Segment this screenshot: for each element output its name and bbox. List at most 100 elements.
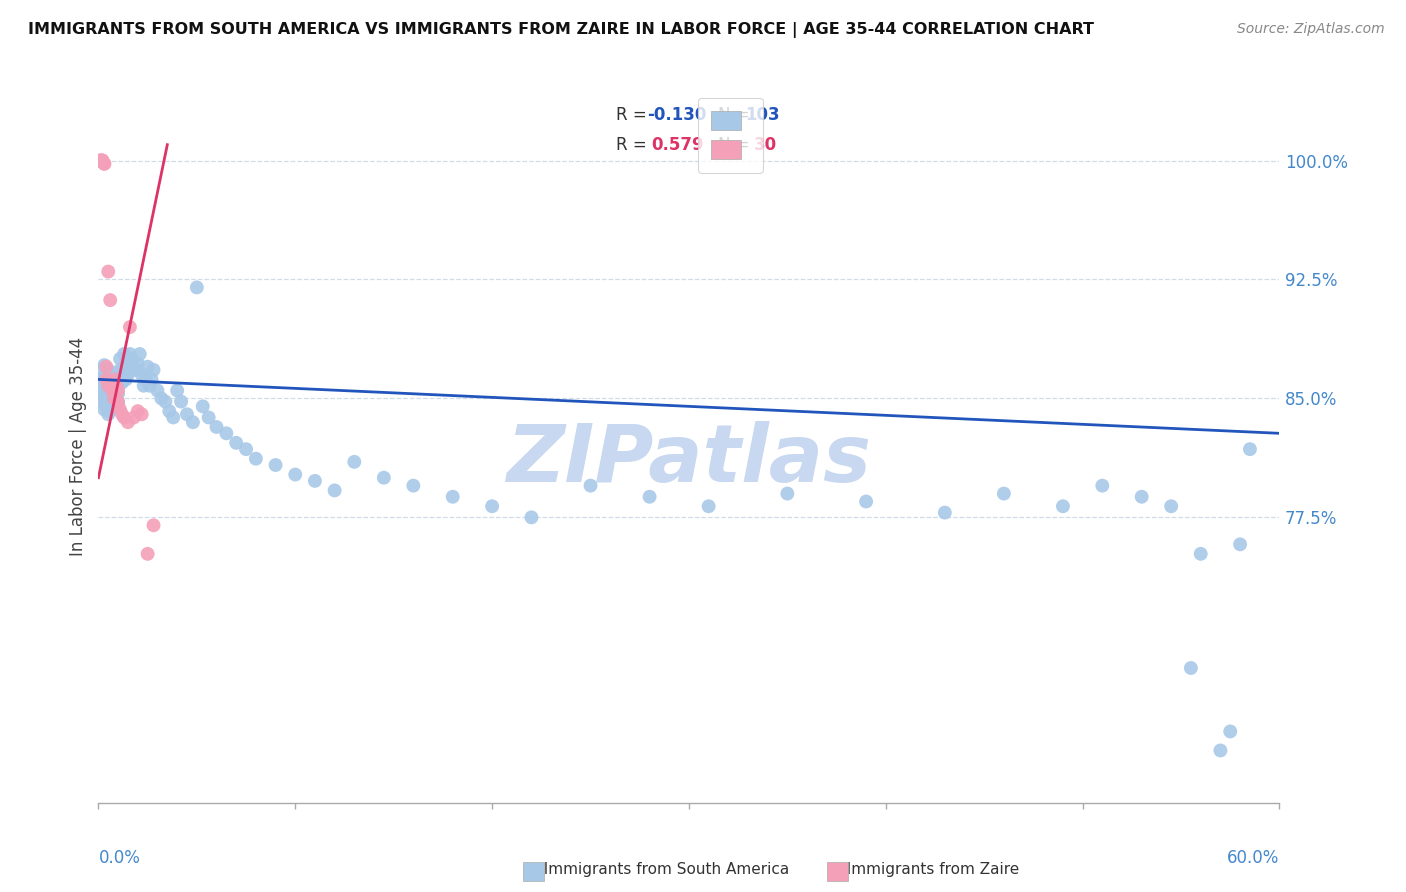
Point	[107, 394, 129, 409]
Point	[520, 510, 543, 524]
Point	[91, 385, 114, 400]
Point	[103, 392, 125, 406]
Point	[127, 404, 149, 418]
Point	[101, 376, 124, 390]
Point	[103, 401, 125, 415]
Point	[122, 359, 145, 374]
Point	[284, 467, 307, 482]
Point	[93, 157, 115, 171]
Point	[97, 385, 120, 400]
Point	[131, 407, 153, 421]
Point	[91, 153, 114, 168]
Point	[101, 384, 124, 398]
Text: R =: R =	[616, 106, 647, 124]
Point	[89, 153, 111, 168]
Point	[638, 490, 661, 504]
Point	[481, 500, 503, 514]
Point	[176, 407, 198, 421]
Point	[91, 376, 114, 390]
Point	[91, 153, 114, 168]
Point	[101, 400, 124, 414]
Point	[108, 351, 131, 366]
Point	[135, 372, 157, 386]
Point	[205, 420, 228, 434]
Point	[146, 384, 169, 398]
Point	[107, 386, 129, 401]
Point	[98, 376, 121, 390]
Point	[103, 378, 125, 392]
Point	[117, 368, 139, 382]
Point	[117, 357, 139, 371]
Point	[97, 363, 120, 377]
Point	[112, 359, 135, 374]
Text: 0.0%: 0.0%	[98, 849, 141, 867]
Point	[855, 494, 877, 508]
Text: N =: N =	[718, 136, 749, 153]
Y-axis label: In Labor Force | Age 35-44: In Labor Force | Age 35-44	[69, 336, 87, 556]
Point	[125, 363, 148, 377]
Point	[91, 363, 114, 377]
Text: Source: ZipAtlas.com: Source: ZipAtlas.com	[1237, 22, 1385, 37]
Point	[1130, 490, 1153, 504]
Point	[1091, 478, 1114, 492]
Point	[264, 458, 287, 472]
Point	[107, 384, 129, 398]
Point	[93, 380, 115, 394]
Point	[181, 415, 204, 429]
Point	[162, 410, 184, 425]
Point	[96, 378, 118, 392]
Text: 0.579: 0.579	[651, 136, 704, 153]
Point	[89, 372, 111, 386]
Point	[97, 378, 120, 392]
Point	[323, 483, 346, 498]
Point	[1209, 743, 1232, 757]
Text: Immigrants from Zaire: Immigrants from Zaire	[837, 863, 1019, 877]
Point	[373, 471, 395, 485]
Text: R =: R =	[616, 136, 647, 153]
Text: IMMIGRANTS FROM SOUTH AMERICA VS IMMIGRANTS FROM ZAIRE IN LABOR FORCE | AGE 35-4: IMMIGRANTS FROM SOUTH AMERICA VS IMMIGRA…	[28, 22, 1094, 38]
Point	[170, 394, 193, 409]
Point	[132, 378, 155, 392]
Point	[111, 376, 134, 390]
Point	[96, 368, 118, 382]
Point	[191, 400, 214, 414]
Point	[118, 320, 141, 334]
Point	[122, 410, 145, 425]
Point	[111, 363, 134, 377]
Point	[128, 347, 150, 361]
Point	[93, 157, 115, 171]
Point	[441, 490, 464, 504]
Point	[1160, 500, 1182, 514]
Legend: , : ,	[697, 97, 763, 173]
Point	[111, 407, 134, 421]
Point	[98, 404, 121, 418]
Point	[215, 426, 238, 441]
Point	[117, 415, 139, 429]
Point	[89, 153, 111, 168]
Point	[105, 385, 128, 400]
Point	[1189, 547, 1212, 561]
Point	[107, 376, 129, 390]
Point	[136, 547, 159, 561]
Point	[107, 396, 129, 410]
Point	[91, 394, 114, 409]
Point	[579, 478, 602, 492]
Point	[1229, 537, 1251, 551]
Point	[343, 455, 366, 469]
Point	[136, 359, 159, 374]
Point	[1180, 661, 1202, 675]
Point	[142, 518, 165, 533]
Point	[98, 392, 121, 406]
Point	[245, 451, 267, 466]
Point	[186, 280, 208, 294]
Point	[91, 153, 114, 168]
Point	[141, 372, 163, 386]
Point	[155, 394, 177, 409]
Point	[112, 347, 135, 361]
Point	[166, 384, 188, 398]
Text: ZIPatlas: ZIPatlas	[506, 421, 872, 500]
Point	[108, 402, 131, 417]
Point	[121, 351, 143, 366]
Point	[89, 384, 111, 398]
Point	[103, 368, 125, 382]
